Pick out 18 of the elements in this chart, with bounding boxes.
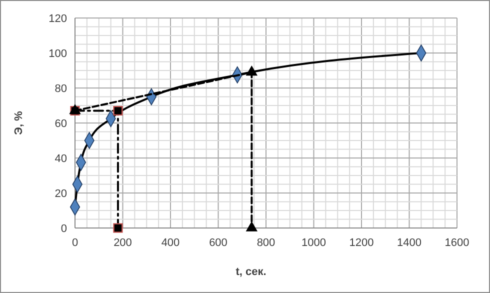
- y-tick-label: 0: [60, 223, 67, 235]
- x-tick-label: 1400: [397, 237, 422, 249]
- y-tick-label: 40: [54, 153, 67, 165]
- x-tick-label: 1200: [349, 237, 374, 249]
- y-axis-title: Э, %: [13, 110, 25, 135]
- x-tick-label: 400: [161, 237, 180, 249]
- y-tick-label: 80: [54, 83, 67, 95]
- y-tick-label: 20: [54, 188, 67, 200]
- y-tick-label: 100: [48, 48, 67, 60]
- x-tick-label: 1600: [444, 237, 470, 249]
- x-tick-label: 600: [209, 237, 228, 249]
- x-tick-label: 200: [114, 237, 132, 249]
- y-tick-label: 120: [48, 13, 67, 25]
- x-axis-title: t, сек.: [236, 266, 266, 278]
- x-tick-label: 800: [256, 237, 276, 249]
- x-tick-label: 0: [72, 237, 78, 249]
- y-tick-label: 60: [54, 118, 67, 130]
- x-tick-label: 1000: [302, 237, 326, 249]
